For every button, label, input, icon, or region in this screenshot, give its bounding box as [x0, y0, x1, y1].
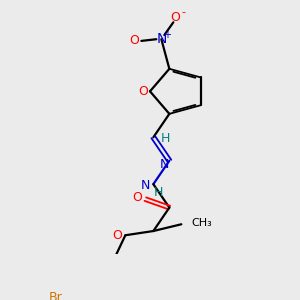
Text: -: - — [181, 7, 185, 17]
Text: Br: Br — [49, 291, 63, 300]
Text: N: N — [141, 179, 150, 192]
Text: +: + — [163, 30, 171, 40]
Text: H: H — [161, 133, 170, 146]
Text: N: N — [160, 158, 169, 171]
Text: O: O — [132, 191, 142, 204]
Text: O: O — [129, 34, 139, 47]
Text: N: N — [156, 32, 167, 46]
Text: H: H — [154, 186, 163, 199]
Text: O: O — [112, 229, 122, 242]
Text: O: O — [138, 85, 148, 98]
Text: O: O — [170, 11, 180, 24]
Text: CH₃: CH₃ — [191, 218, 212, 228]
